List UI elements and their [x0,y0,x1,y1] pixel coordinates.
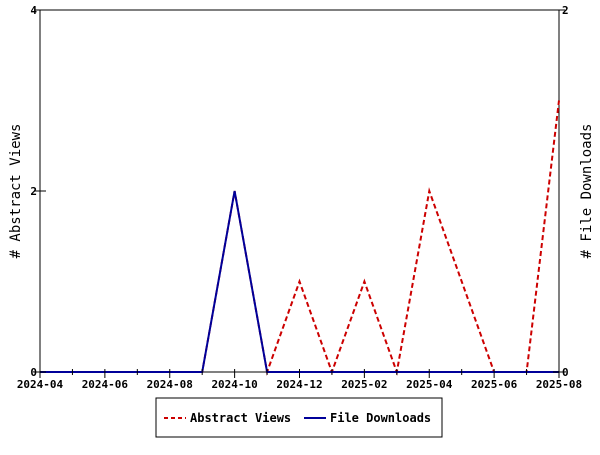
x-tick-label: 2024-04 [17,378,64,391]
plot-area [39,9,560,373]
y-axis-left-title: # Abstract Views [8,124,24,259]
y-right-tick-label: 2 [562,4,569,17]
x-tick-label: 2025-04 [406,378,453,391]
y-left-tick-label: 4 [30,4,37,17]
x-tick-label: 2024-12 [276,378,322,391]
y-right-tick-label: 0 [562,366,569,379]
ticks-layer: 2024-04 2024-06 2024-08 2024-10 2024-12 2025-… [17,4,582,391]
legend-label-file-downloads: File Downloads [330,411,431,425]
y-left-tick-label: 0 [30,366,37,379]
x-tick-label: 2024-06 [82,378,129,391]
x-tick-label: 2024-10 [211,378,257,391]
x-tick-label: 2025-08 [536,378,582,391]
x-tick-label: 2024-08 [147,378,193,391]
y-axis-right-title: # File Downloads [579,124,595,259]
legend-label-abstract-views: Abstract Views [190,411,291,425]
series-line-abstract-views [40,100,560,376]
x-tick-label: 2025-02 [341,378,387,391]
y-left-tick-label: 2 [30,185,37,198]
x-tick-label: 2025-06 [471,378,518,391]
legend: Abstract Views File Downloads [155,397,443,438]
legend-box [155,397,443,438]
